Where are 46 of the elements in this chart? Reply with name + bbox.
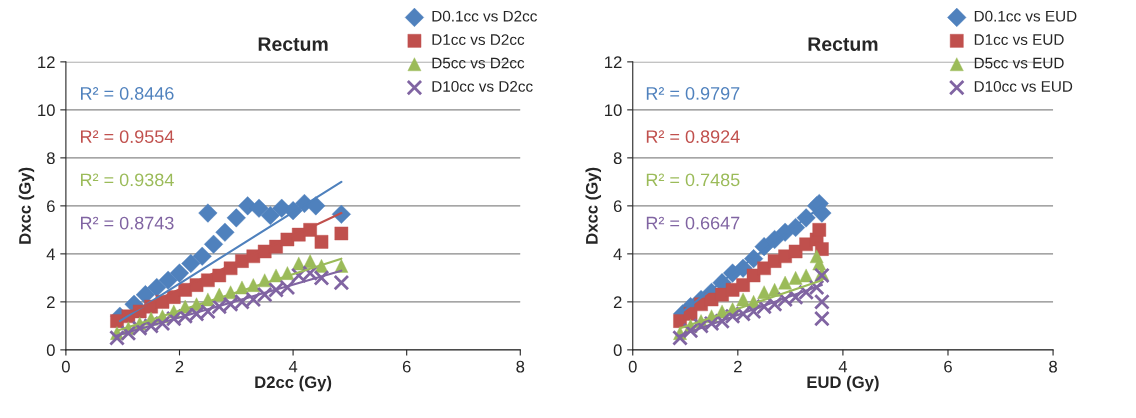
y-tick-label: 2 bbox=[47, 296, 55, 308]
y-tick-label: 0 bbox=[46, 344, 55, 357]
y-tick-label: 4 bbox=[613, 248, 622, 260]
annotation: R² = 0.9797 bbox=[646, 87, 740, 100]
annotation: R² = 0.8446 bbox=[81, 87, 174, 100]
annotation: R² = 0.9554 bbox=[81, 130, 174, 144]
legend-label: D1cc vs D2cc bbox=[432, 34, 525, 46]
annotation: R² = 0.9384 bbox=[81, 173, 174, 187]
y-axis-title: Dxcc (Gy) bbox=[18, 167, 35, 244]
y-tick-label: 0 bbox=[613, 344, 622, 357]
legend-label: D1cc vs EUD bbox=[974, 34, 1064, 46]
legend-label: D10cc vs D2cc bbox=[432, 81, 533, 92]
y-tick-label: 2 bbox=[613, 296, 622, 308]
x-tick-label: 6 bbox=[944, 360, 952, 373]
y-tick-label: 6 bbox=[47, 200, 55, 213]
legend-label: D5cc vs D2cc bbox=[432, 57, 525, 69]
y-tick-label: 4 bbox=[46, 248, 55, 260]
legend-label: D0.1cc vs D2cc bbox=[432, 10, 537, 22]
x-tick-label: 8 bbox=[1049, 360, 1057, 373]
annotation: R² = 0.8743 bbox=[81, 216, 174, 230]
chart-title: Rectum bbox=[808, 37, 878, 51]
x-tick-label: 4 bbox=[838, 360, 848, 373]
legend-label: D10cc vs EUD bbox=[974, 81, 1073, 92]
y-axis-title: Dxcc (Gy) bbox=[585, 167, 602, 244]
x-tick-label: 0 bbox=[628, 360, 637, 373]
x-axis-title: D2cc (Gy) bbox=[255, 375, 332, 392]
y-tick-label: 8 bbox=[613, 152, 622, 165]
y-tick-label: 6 bbox=[613, 200, 622, 213]
x-tick-label: 0 bbox=[61, 360, 70, 373]
x-tick-label: 4 bbox=[288, 360, 298, 373]
legend-label: D5cc vs EUD bbox=[974, 57, 1064, 69]
legend-label: D0.1cc vs EUD bbox=[974, 10, 1077, 22]
x-axis-title: EUD (Gy) bbox=[807, 375, 879, 392]
x-tick-label: 2 bbox=[175, 360, 184, 373]
y-tick-label: 10 bbox=[38, 104, 55, 117]
x-tick-label: 6 bbox=[402, 360, 411, 373]
y-tick-label: 8 bbox=[46, 152, 55, 165]
y-tick-label: 12 bbox=[38, 56, 55, 68]
y-tick-label: 10 bbox=[605, 104, 622, 117]
y-tick-label: 12 bbox=[605, 56, 622, 68]
x-tick-label: 2 bbox=[734, 360, 742, 373]
chart-title: Rectum bbox=[258, 37, 328, 51]
annotation: R² = 0.6647 bbox=[646, 216, 740, 230]
x-tick-label: 8 bbox=[516, 360, 525, 373]
annotation: R² = 0.8924 bbox=[646, 130, 740, 144]
annotation: R² = 0.7485 bbox=[646, 173, 740, 187]
